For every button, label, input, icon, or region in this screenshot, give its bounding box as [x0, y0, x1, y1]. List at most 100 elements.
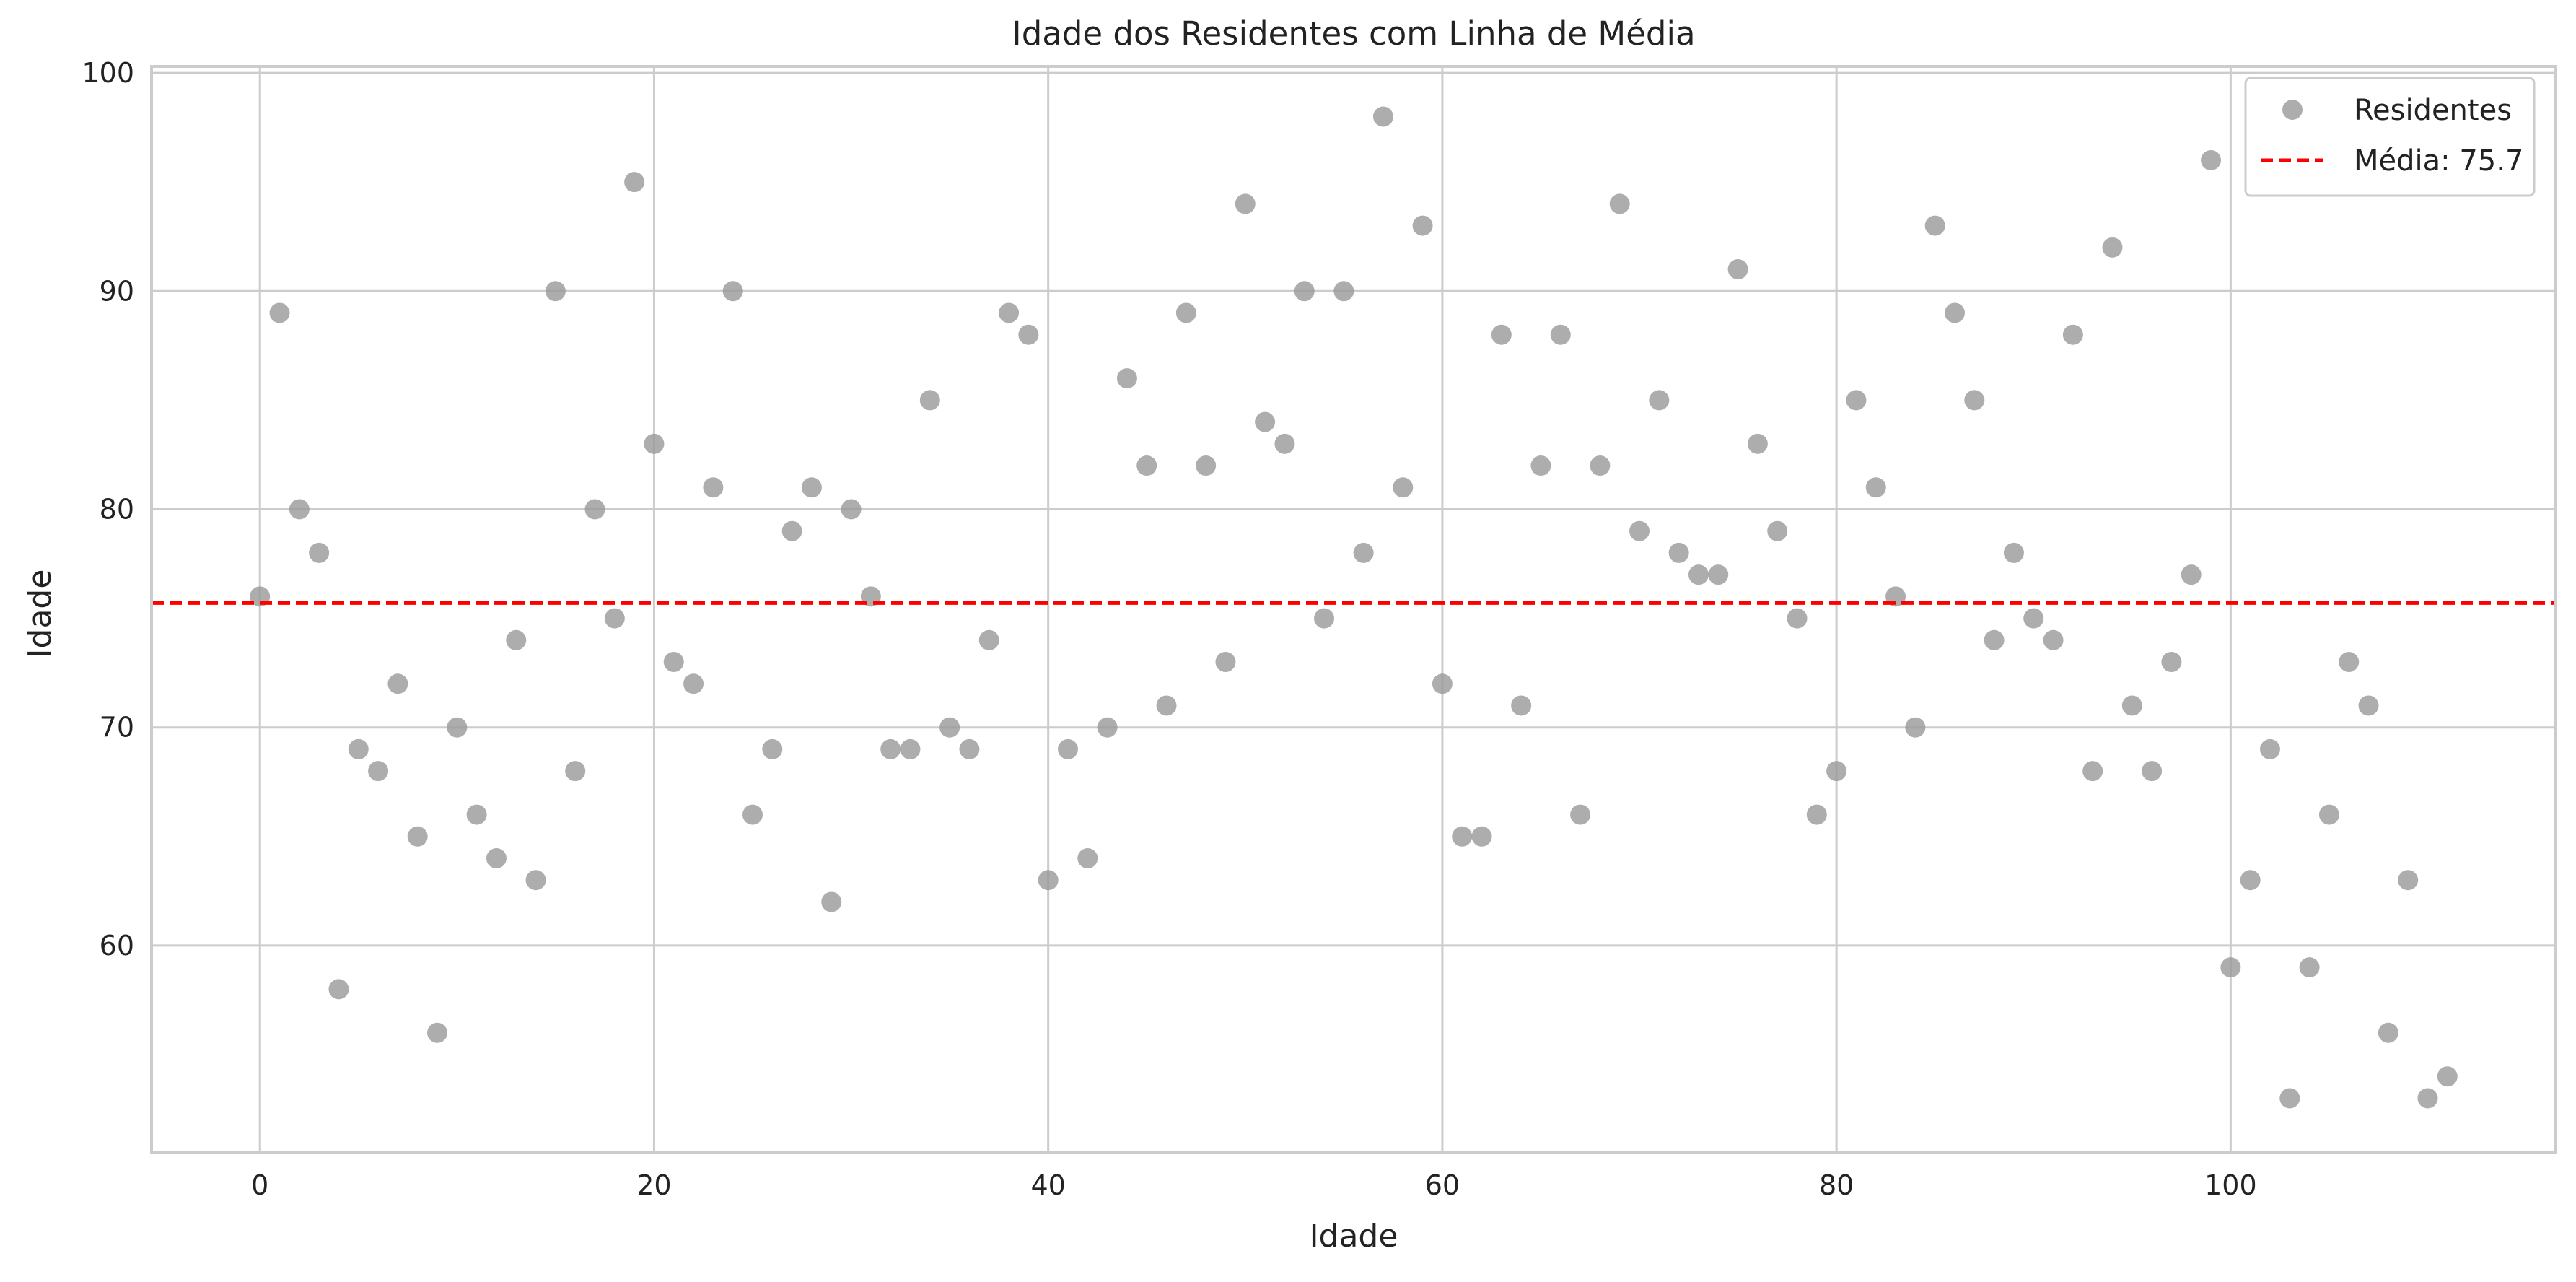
scatter-point — [348, 738, 369, 759]
scatter-point — [1550, 324, 1571, 345]
scatter-point — [328, 979, 349, 1000]
scatter-point — [2378, 1022, 2398, 1043]
grid — [152, 66, 2556, 1153]
scatter-point — [1215, 652, 1236, 673]
scatter-point — [1964, 390, 1985, 411]
scatter-point — [2240, 870, 2261, 891]
plot-frame — [150, 65, 2557, 1154]
scatter-point — [1255, 411, 1276, 432]
scatter-point — [1412, 215, 1433, 236]
scatter-point — [1688, 564, 1709, 585]
scatter-point — [703, 477, 724, 498]
scatter-point — [663, 652, 684, 673]
scatter-point — [1767, 520, 1788, 541]
scatter-point — [1708, 564, 1729, 585]
scatter-point — [289, 499, 310, 520]
scatter-point — [387, 673, 408, 694]
scatter-point — [1924, 215, 1945, 236]
scatter-point — [2003, 542, 2024, 563]
scatter-point — [506, 629, 527, 650]
x-tick-label: 40 — [1030, 1169, 1065, 1201]
scatter-point — [1274, 433, 1295, 454]
scatter-point — [900, 738, 921, 759]
scatter-point — [1806, 804, 1827, 825]
scatter-point — [2181, 564, 2202, 585]
scatter-point — [447, 717, 468, 738]
scatter-point — [2339, 652, 2360, 673]
scatter-point — [1530, 455, 1551, 476]
scatter-point — [407, 826, 428, 847]
scatter-point — [1235, 193, 1256, 214]
scatter-point — [368, 761, 389, 782]
scatter-point — [762, 738, 783, 759]
legend-marker-residentes — [2282, 100, 2303, 120]
scatter-point — [309, 542, 330, 563]
chart-title: Idade dos Residentes com Linha de Média — [1012, 14, 1695, 53]
scatter-point — [2220, 957, 2241, 978]
x-tick-label: 60 — [1425, 1169, 1460, 1201]
scatter-point — [2142, 761, 2163, 782]
scatter-point — [2062, 324, 2083, 345]
scatter-point — [2358, 695, 2379, 716]
scatter-point — [1511, 695, 1532, 716]
scatter-point — [1294, 281, 1315, 302]
scatter-point — [2417, 1088, 2438, 1109]
scatter-point — [781, 520, 802, 541]
x-tick-label: 20 — [636, 1169, 671, 1201]
scatter-point — [1984, 629, 2005, 650]
scatter-point — [1609, 193, 1630, 214]
scatter-point — [1570, 804, 1591, 825]
scatter-point — [2082, 761, 2103, 782]
scatter-point — [486, 848, 507, 869]
scatter-point — [1865, 477, 1886, 498]
scatter-point — [880, 738, 901, 759]
scatter-point — [2299, 957, 2320, 978]
scatter-point — [1747, 433, 1768, 454]
scatter-point — [1905, 717, 1926, 738]
x-axis-label: Idade — [1310, 1218, 1398, 1255]
scatter-point — [2121, 695, 2142, 716]
scatter-point — [2201, 149, 2222, 170]
scatter-point — [801, 477, 822, 498]
scatter-point — [821, 891, 842, 912]
scatter-points — [250, 106, 2458, 1109]
scatter-point — [1018, 324, 1039, 345]
scatter-point — [427, 1022, 448, 1043]
scatter-point — [1649, 390, 1670, 411]
scatter-point — [644, 433, 665, 454]
legend: Residentes Média: 75.7 — [2244, 77, 2536, 197]
scatter-point — [1136, 455, 1157, 476]
y-tick-label: 90 — [100, 275, 134, 307]
scatter-point — [1372, 106, 1393, 127]
scatter-point — [1432, 673, 1453, 694]
scatter-point — [466, 804, 487, 825]
scatter-point — [1471, 826, 1492, 847]
scatter-point — [1945, 302, 1965, 323]
scatter-point — [1057, 738, 1078, 759]
y-tick-label: 70 — [100, 712, 134, 744]
scatter-point — [2023, 608, 2044, 629]
scatter-point — [1787, 608, 1808, 629]
scatter-point — [604, 608, 625, 629]
scatter-point — [1097, 717, 1118, 738]
scatter-point — [2279, 1088, 2300, 1109]
legend-label-residentes: Residentes — [2354, 94, 2512, 127]
scatter-point — [1491, 324, 1512, 345]
scatter-point — [1629, 520, 1650, 541]
scatter-point — [2102, 237, 2123, 258]
scatter-point — [841, 499, 862, 520]
x-tick-label: 80 — [1819, 1169, 1854, 1201]
scatter-point — [1668, 542, 1689, 563]
scatter-point — [2437, 1066, 2458, 1087]
scatter-point — [959, 738, 980, 759]
scatter-point — [2398, 870, 2419, 891]
scatter-point — [1452, 826, 1473, 847]
scatter-point — [1846, 390, 1867, 411]
scatter-point — [1156, 695, 1177, 716]
scatter-point — [2259, 738, 2280, 759]
legend-label-mean: Média: 75.7 — [2354, 144, 2523, 178]
scatter-point — [1353, 542, 1374, 563]
x-tick-label: 100 — [2204, 1169, 2257, 1201]
